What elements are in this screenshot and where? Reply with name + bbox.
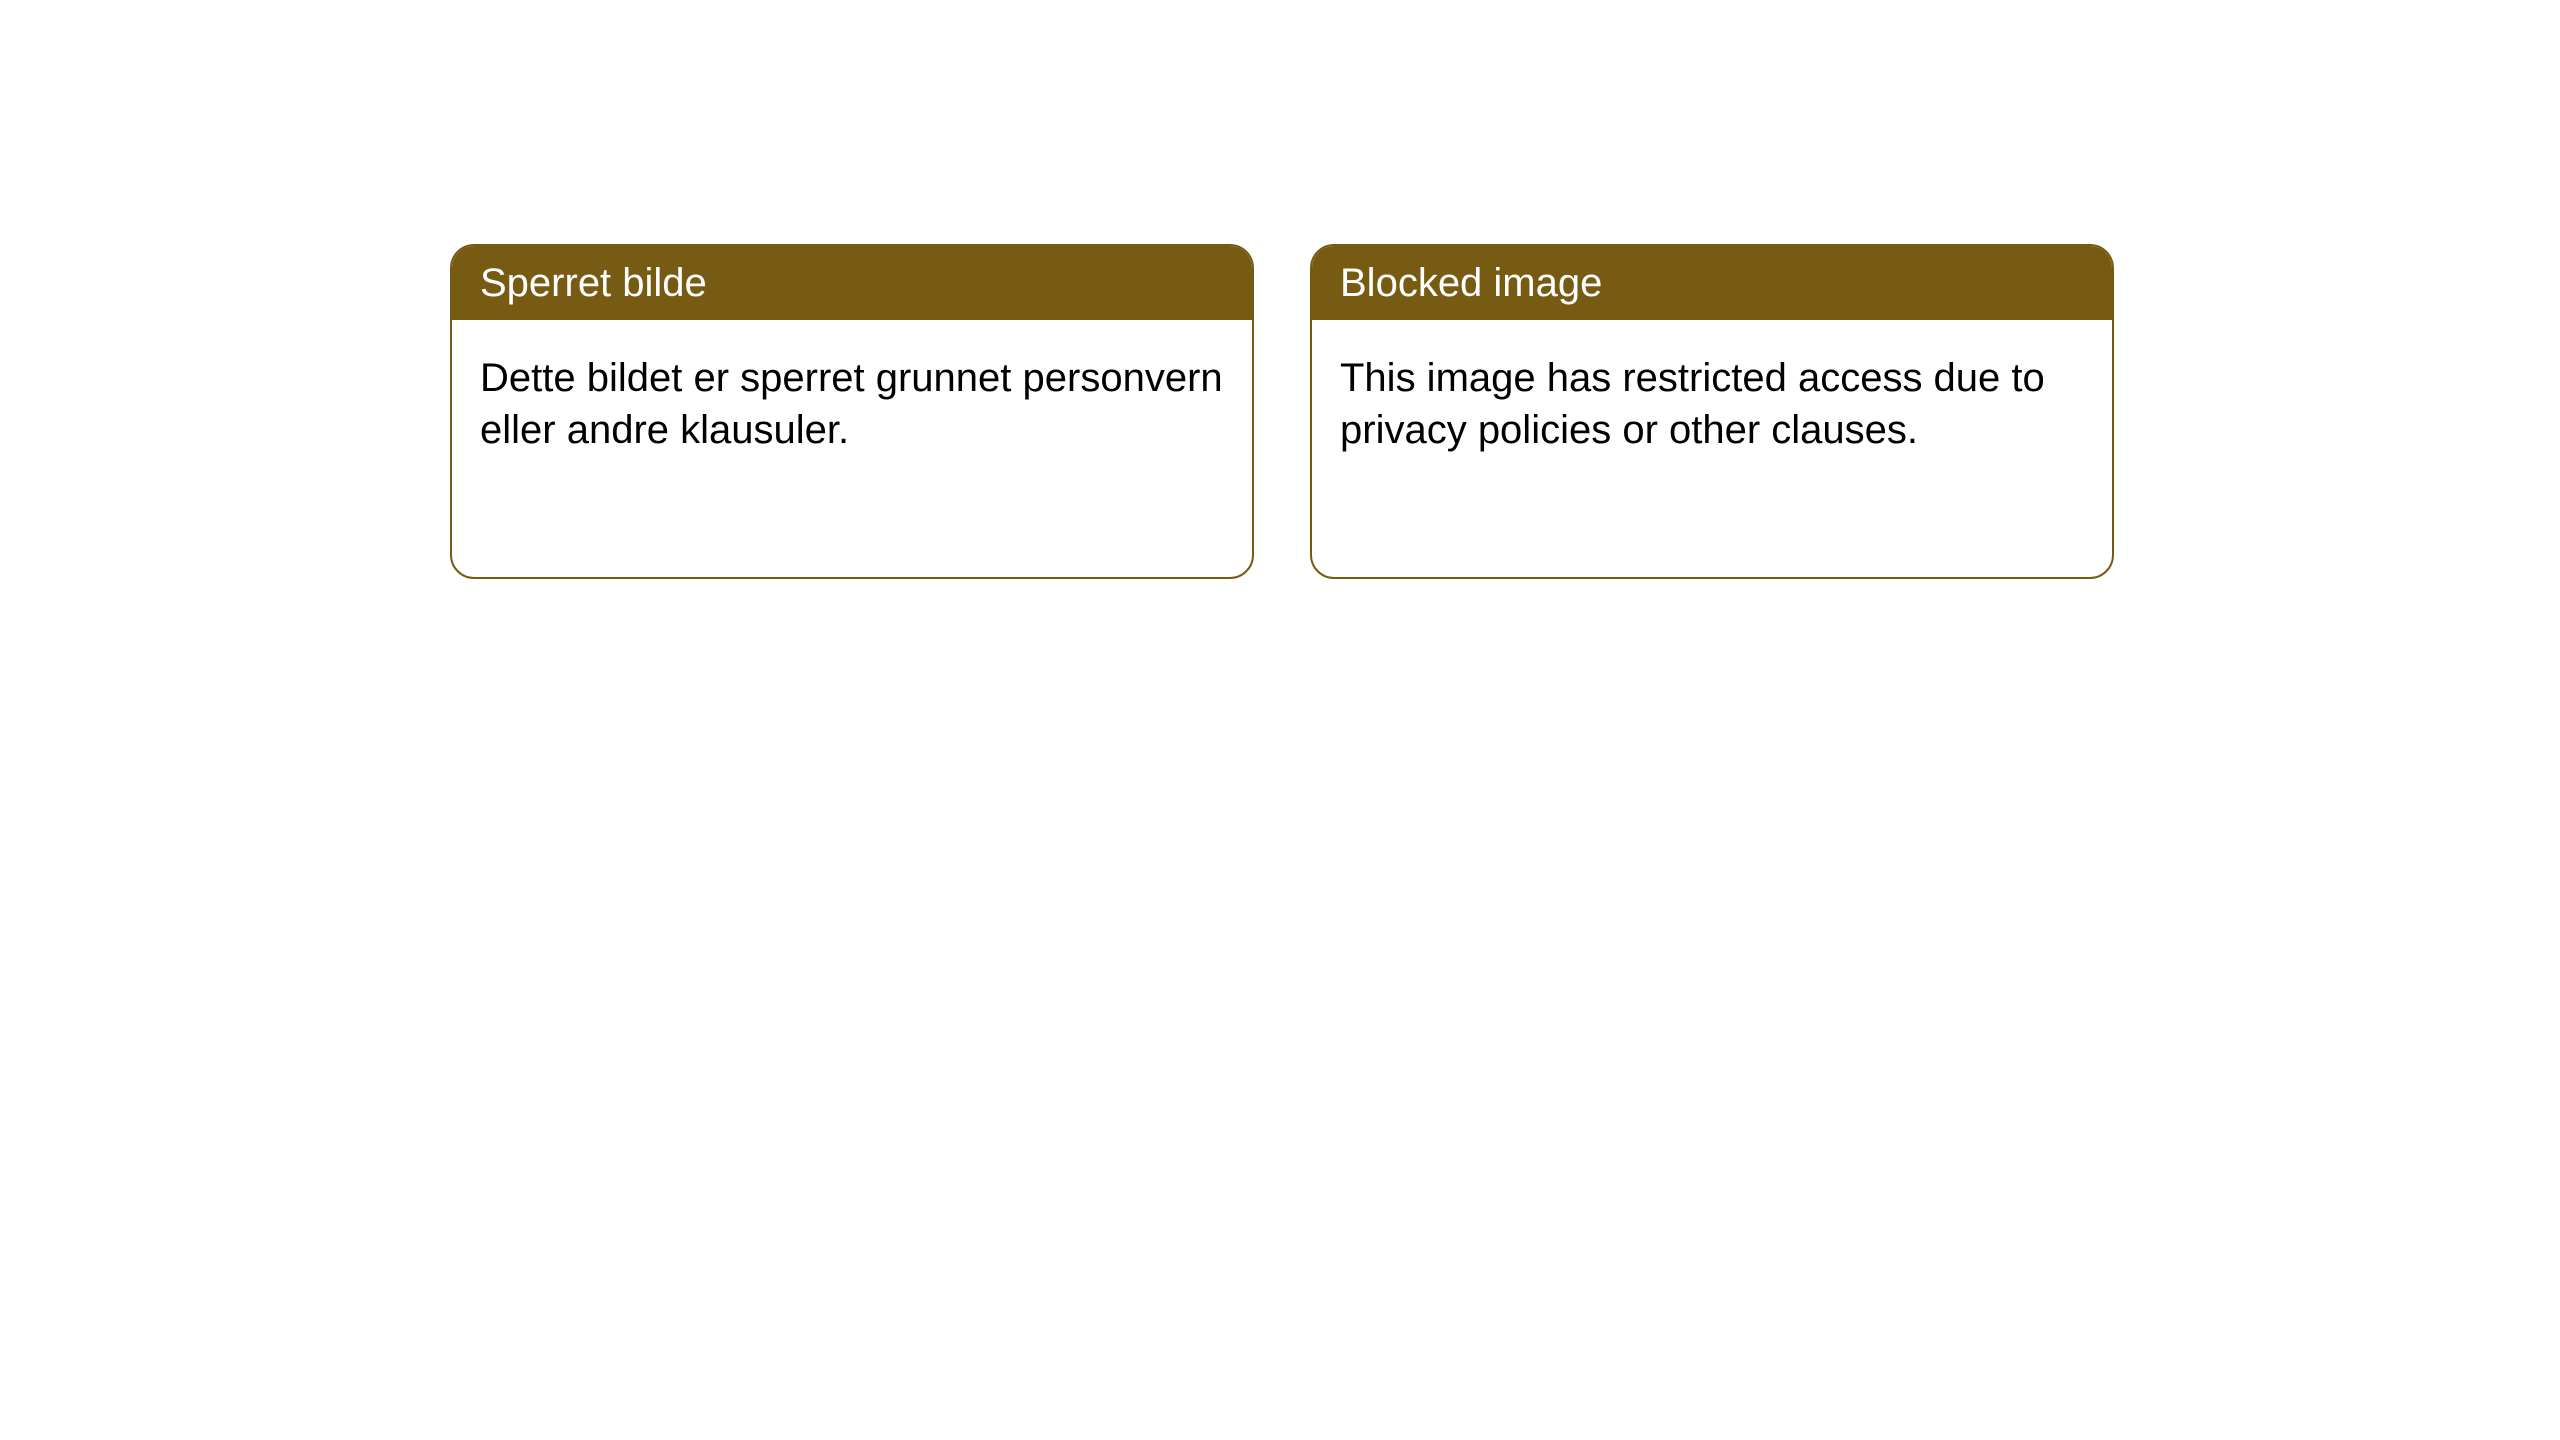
panel-norwegian: Sperret bilde Dette bildet er sperret gr… [450,244,1254,579]
panel-english-body: This image has restricted access due to … [1312,320,2112,488]
blocked-image-panels: Sperret bilde Dette bildet er sperret gr… [450,244,2114,579]
panel-norwegian-body: Dette bildet er sperret grunnet personve… [452,320,1252,488]
panel-norwegian-title: Sperret bilde [452,246,1252,320]
panel-english-title: Blocked image [1312,246,2112,320]
panel-english: Blocked image This image has restricted … [1310,244,2114,579]
